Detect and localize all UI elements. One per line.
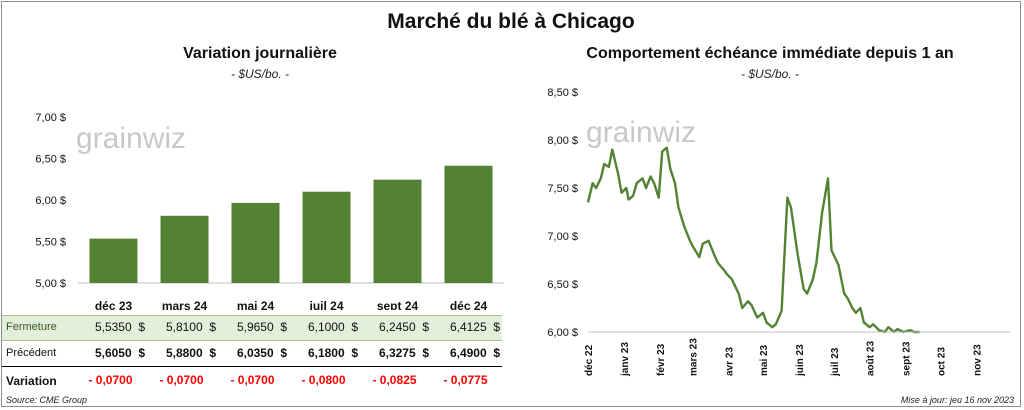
bar [444,165,493,283]
bar-y-tick-label: 5,00 $ [35,278,66,290]
line-x-tick-label: juin 23 [795,344,806,377]
line-x-tick-label: nov 23 [972,344,983,376]
table-cell: 6,1000 $ [307,320,358,334]
line-y-tick-label: 8,50 $ [547,87,578,99]
bar-category-label: juil 24 [308,299,343,310]
table-cell: 6,0350 $ [236,346,287,360]
table-cell: 6,3275 $ [378,346,429,360]
line-chart: grainwiz 6,00 $ 6,50 $ 7,00 $ 7,50 $ 8,00 $ 8… [547,87,1010,377]
source-note: Source: CME Group [6,395,88,405]
bar-chart-watermark: grainwiz [76,122,186,155]
table-row-label: Précédent [6,347,57,359]
bar-category-label: sept 24 [377,299,419,310]
table-cell: 6,4125 $ [449,320,500,334]
table-cell: - 0,0700 [159,373,204,387]
bar-category-label: mars 24 [162,299,208,310]
table-cell: 6,2450 $ [378,320,429,334]
table-cell: 5,5350 $ [94,320,145,334]
line-x-tick-label: mars 23 [688,338,699,376]
bar-y-tick-label: 7,00 $ [35,112,66,124]
line-x-tick-label: janv 23 [620,342,631,377]
update-note: Mise à jour: jeu 16 nov 2023 [900,395,1014,405]
line-x-tick-label: mai 23 [759,344,770,376]
line-x-tick-label: déc 22 [584,344,595,376]
line-x-tick-label: avr 23 [724,347,735,376]
line-y-tick-label: 7,50 $ [547,183,578,195]
left-panel-subtitle: - $US/bo. - [230,67,290,81]
line-y-tick-label: 8,00 $ [547,135,578,147]
table-cell: - 0,0800 [301,373,346,387]
fermeture-row-band [2,315,502,341]
line-y-tick-label: 6,50 $ [547,279,578,291]
bar-y-tick-label: 5,50 $ [35,237,66,249]
table-cell: 5,9650 $ [236,320,287,334]
line-x-tick-label: juil 23 [830,347,841,377]
line-x-tick-label: sept 23 [902,341,913,376]
table-cell: - 0,0775 [443,373,488,387]
bar-category-label: déc 24 [450,299,488,310]
bar-category-label: déc 23 [95,299,133,310]
left-panel-title: Variation journalière [183,45,337,62]
table-cell: 6,4900 $ [449,346,500,360]
table-cell: - 0,0700 [88,373,133,387]
bar-category-label: mai 24 [237,299,275,310]
bar [160,215,209,283]
line-chart-watermark: grainwiz [586,116,696,149]
bar-y-tick-label: 6,50 $ [35,154,66,166]
table-cell: 5,6050 $ [94,346,145,360]
line-y-tick-label: 6,00 $ [547,327,578,339]
line-x-tick-label: août 23 [866,341,877,376]
line-x-tick-label: oct 23 [936,347,947,376]
line-y-tick-label: 7,00 $ [547,231,578,243]
line-series [586,146,920,334]
table-cell: 5,8100 $ [165,320,216,334]
table-row-label: Variation [6,374,57,388]
right-panel-subtitle: - $US/bo. - [740,67,800,81]
table-divider [2,366,502,367]
table-cell: - 0,0825 [372,373,417,387]
bar [89,238,138,283]
bar [302,191,351,283]
table-cell: 5,8800 $ [165,346,216,360]
bar [373,179,422,283]
table-cell: 6,1800 $ [307,346,358,360]
page-title: Marché du blé à Chicago [387,10,635,33]
bar-y-tick-label: 6,00 $ [35,195,66,207]
right-panel-title: Comportement échéance immédiate depuis 1… [586,45,954,62]
line-x-tick-label: févr 23 [656,343,667,376]
table-row-label: Fermeture [6,321,57,333]
bar [231,202,280,283]
bar-chart: grainwiz 5,00 $ 5,50 $ 6,00 $ 6,50 $ 7,00 $ d… [35,112,504,310]
table-cell: - 0,0700 [230,373,275,387]
